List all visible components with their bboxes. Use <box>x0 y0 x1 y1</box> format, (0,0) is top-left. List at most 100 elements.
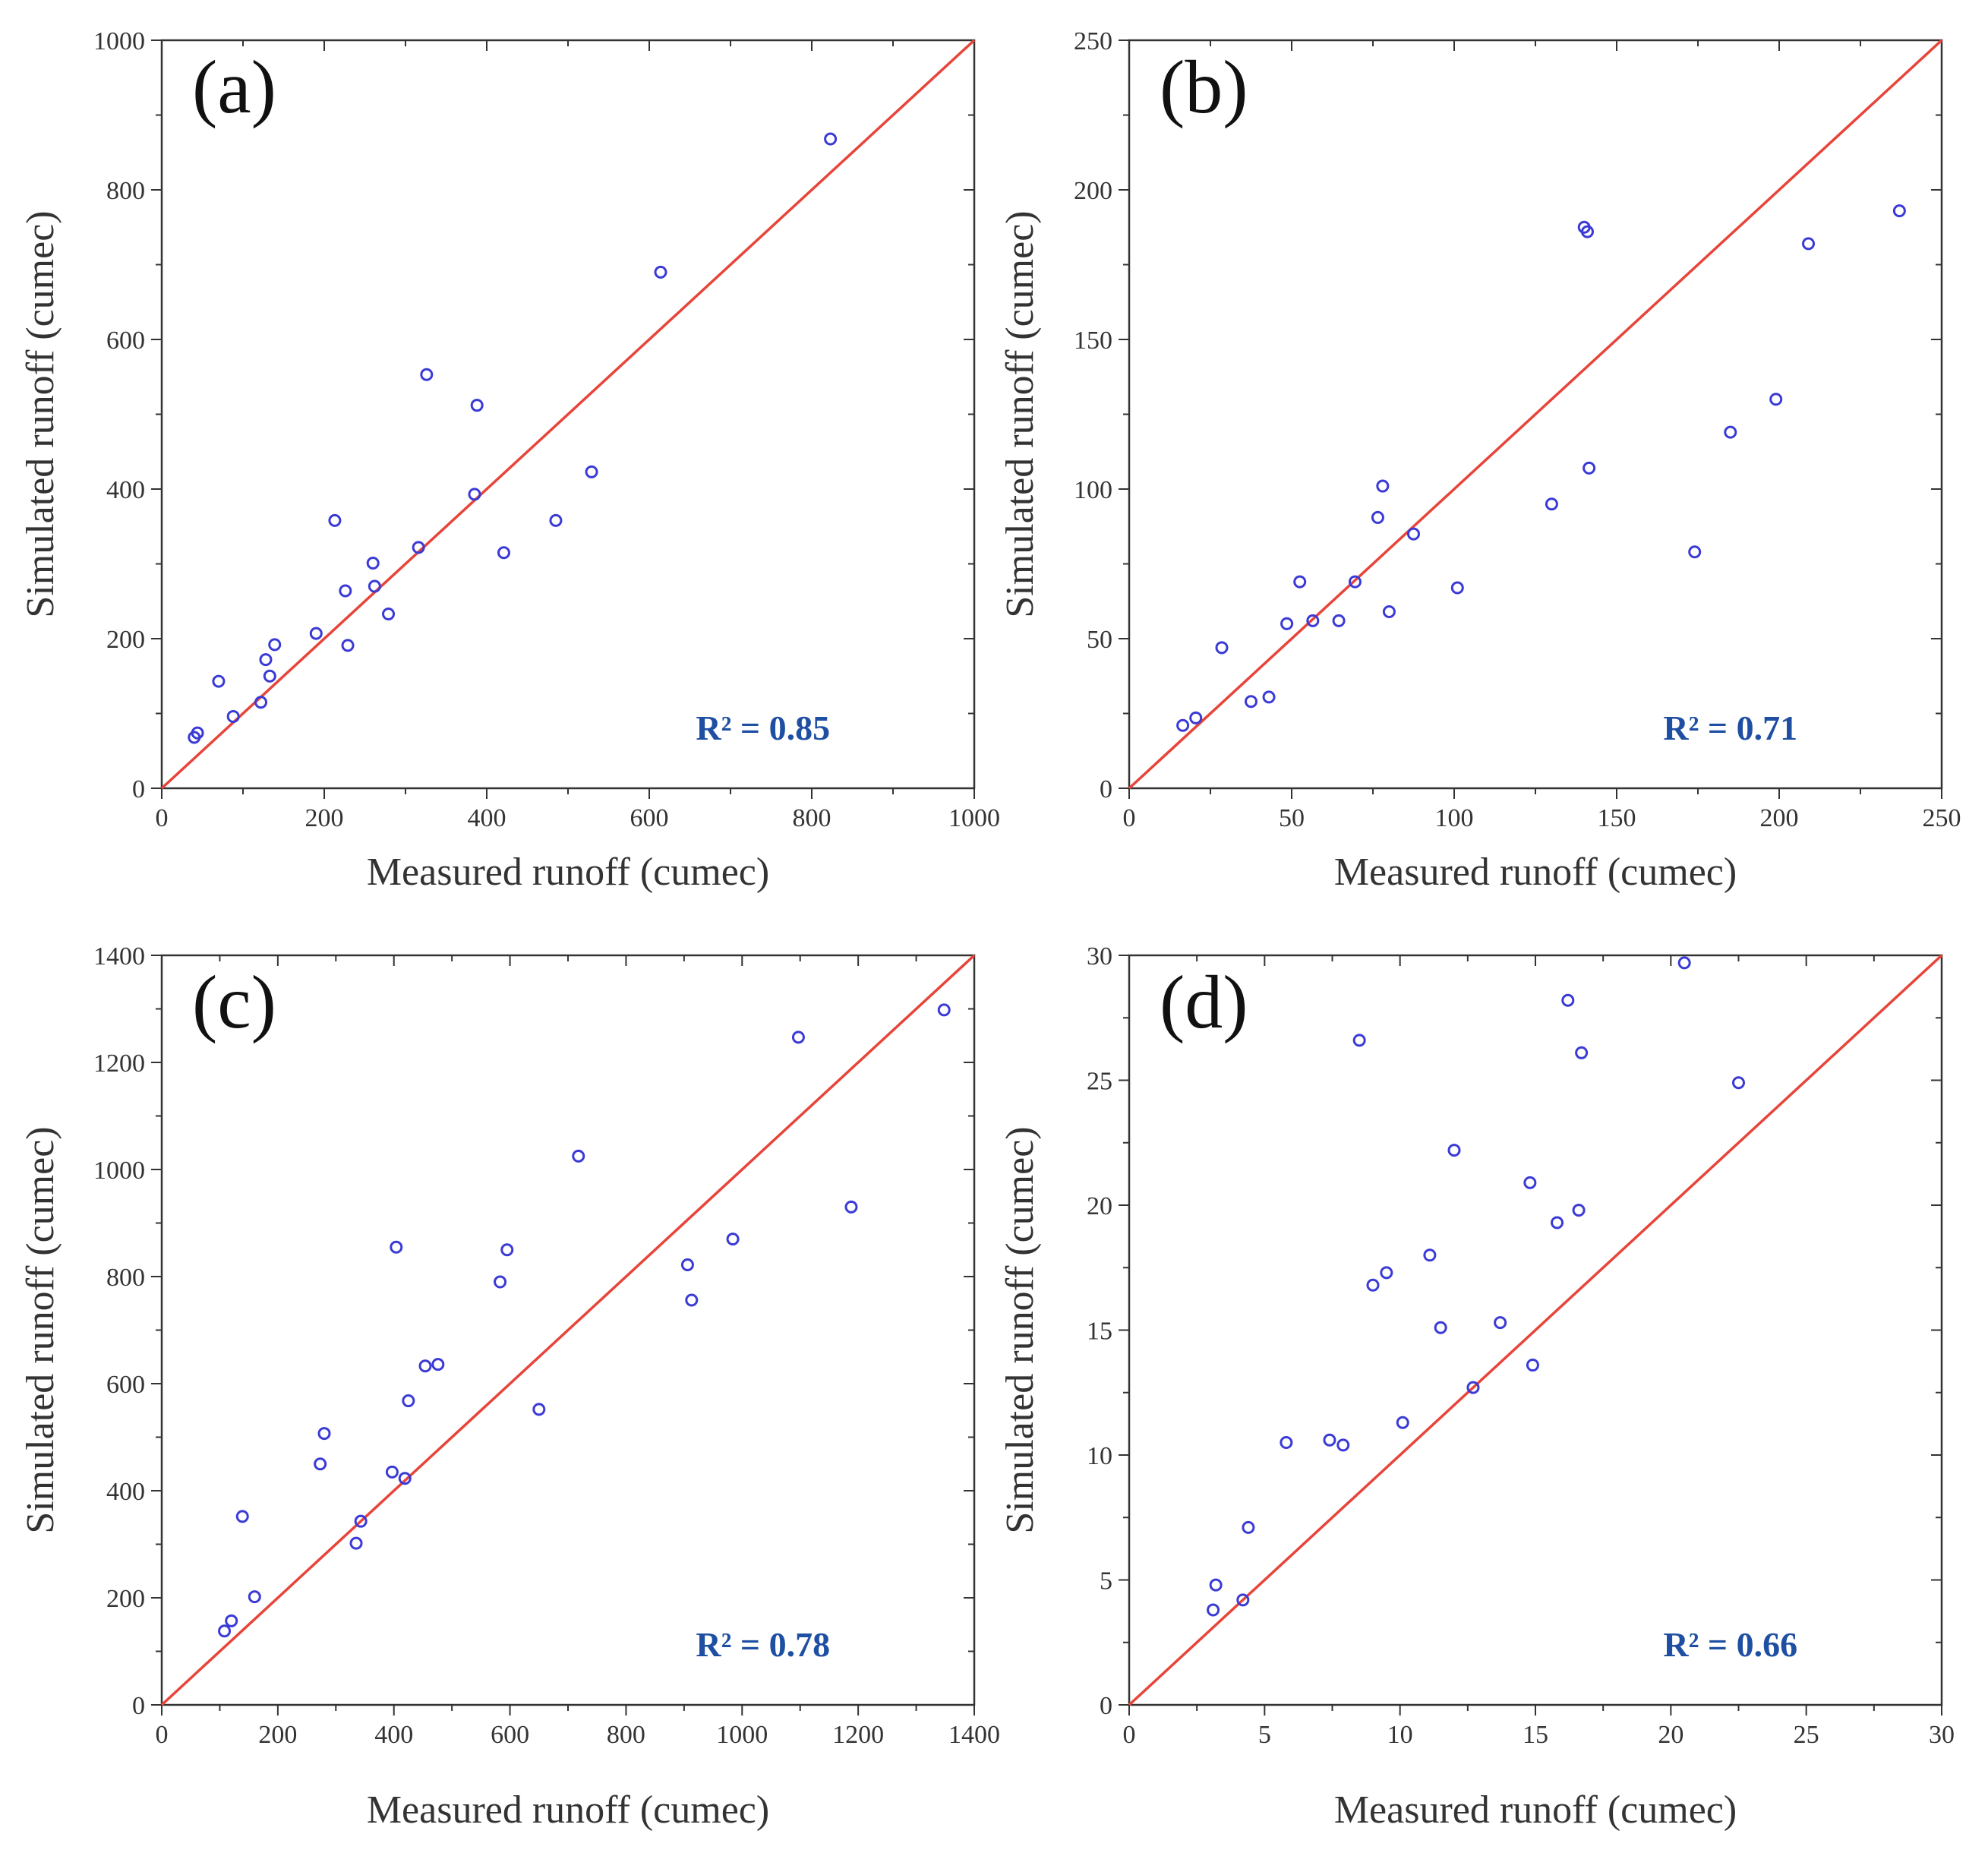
data-point <box>1802 237 1816 251</box>
data-point <box>366 557 380 570</box>
data-point <box>349 1536 363 1550</box>
data-point <box>1769 393 1783 406</box>
data-point <box>1447 1144 1461 1157</box>
data-point <box>390 1240 403 1254</box>
data-point <box>549 513 563 527</box>
data-point <box>1352 1034 1366 1047</box>
data-point <box>412 541 425 554</box>
data-point <box>1323 1433 1336 1447</box>
one-to-one-line <box>1128 954 1943 1706</box>
data-point <box>1376 479 1390 493</box>
data-point <box>339 584 352 598</box>
data-point <box>1523 1176 1537 1189</box>
x-axis-title: Measured runoff (cumec) <box>367 1788 769 1832</box>
data-point <box>937 1003 951 1017</box>
data-point <box>1280 1436 1293 1450</box>
data-point <box>1262 690 1276 704</box>
data-point <box>1688 545 1702 559</box>
panel-c: 0 200 400 600 800 1000 1200 1400 0 200 400 600 800 10… <box>19 942 1000 1832</box>
data-point <box>572 1149 585 1163</box>
y-axis-title: Simulated runoff (cumec) <box>999 1126 1042 1533</box>
panel-label: (b) <box>1160 45 1248 129</box>
y-tick-label: 200 <box>106 626 145 654</box>
y-tick-label: 25 <box>1087 1068 1112 1096</box>
data-point <box>268 638 282 652</box>
data-point <box>1176 718 1190 732</box>
y-tick-label: 10 <box>1087 1442 1112 1470</box>
data-point <box>235 1510 249 1523</box>
x-tick-label: 800 <box>607 1721 645 1749</box>
x-tick-label: 25 <box>1794 1721 1819 1749</box>
x-tick-label: 400 <box>468 804 506 832</box>
x-tick-label: 400 <box>374 1721 413 1749</box>
data-point <box>418 1359 432 1373</box>
y-tick-label: 150 <box>1074 327 1112 355</box>
data-point <box>680 1258 694 1271</box>
data-point <box>585 465 598 478</box>
data-point <box>1892 204 1906 218</box>
x-axis-title: Measured runoff (cumec) <box>1334 1788 1737 1832</box>
y-tick-label: 400 <box>106 1478 145 1506</box>
r2-annotation: R² = 0.66 <box>1663 1625 1797 1664</box>
panel-label: (d) <box>1160 960 1248 1044</box>
x-tick-label: 100 <box>1435 804 1474 832</box>
panel-b: 0 50 100 150 200 250 0 50 100 150 200 250 (b) R² = 0.… <box>999 27 1961 894</box>
y-tick-label: 0 <box>132 775 145 803</box>
data-point <box>420 368 434 381</box>
panel-d: 0 5 10 15 20 25 30 0 5 10 15 20 25 30 (d) R² = 0.66 Meas… <box>999 942 1955 1832</box>
data-point <box>317 1427 331 1441</box>
data-point <box>1382 605 1396 619</box>
x-tick-label: 1000 <box>948 804 1000 832</box>
data-point <box>1583 461 1596 475</box>
y-tick-label: 50 <box>1087 626 1112 654</box>
data-point <box>844 1200 858 1214</box>
data-point <box>824 132 838 146</box>
data-point <box>1215 641 1229 655</box>
data-point <box>1207 1603 1220 1617</box>
r2-annotation: R² = 0.71 <box>1663 709 1797 747</box>
y-tick-label: 0 <box>132 1692 145 1720</box>
data-point <box>1348 575 1362 589</box>
data-point <box>1545 497 1558 511</box>
y-tick-label: 1200 <box>93 1050 145 1078</box>
y-axis-title: Simulated runoff (cumec) <box>19 1126 62 1533</box>
y-tick-label: 800 <box>106 177 145 205</box>
data-point <box>685 1293 699 1307</box>
y-tick-label: 100 <box>1074 476 1112 504</box>
x-tick-label: 15 <box>1523 1721 1548 1749</box>
x-tick-label: 250 <box>1923 804 1961 832</box>
one-to-one-line <box>160 954 976 1706</box>
x-tick-label: 200 <box>258 1721 297 1749</box>
y-tick-label: 30 <box>1087 942 1112 971</box>
y-tick-label: 0 <box>1100 775 1112 803</box>
data-point <box>1526 1359 1539 1372</box>
data-point <box>1293 575 1307 589</box>
data-point <box>341 639 355 652</box>
data-point <box>1236 1593 1250 1607</box>
data-point <box>1572 1204 1586 1217</box>
data-point <box>1209 1578 1223 1592</box>
data-point <box>1551 1216 1564 1229</box>
data-point <box>1575 1046 1589 1059</box>
x-tick-label: 800 <box>793 804 831 832</box>
y-axis-title: Simulated runoff (cumec) <box>999 210 1042 617</box>
y-tick-label: 0 <box>1100 1692 1112 1720</box>
data-point <box>494 1275 507 1289</box>
y-tick-label: 600 <box>106 1371 145 1399</box>
data-point <box>212 674 226 688</box>
data-point <box>263 669 276 683</box>
y-axis-title: Simulated runoff (cumec) <box>19 210 62 617</box>
panel-label: (c) <box>192 960 276 1044</box>
panel-a: 0 200 400 600 800 1000 0 200 400 600 800 1000 (a) R² … <box>19 27 1000 894</box>
data-point <box>248 1590 261 1604</box>
data-point <box>1396 1416 1409 1429</box>
y-tick-label: 400 <box>106 476 145 504</box>
data-point <box>1580 225 1594 238</box>
x-tick-label: 0 <box>156 804 169 832</box>
x-axis-title: Measured runoff (cumec) <box>1334 851 1737 894</box>
x-tick-label: 0 <box>1123 1721 1136 1749</box>
one-to-one-line <box>160 39 976 790</box>
y-tick-label: 200 <box>1074 177 1112 205</box>
data-point <box>431 1358 445 1371</box>
data-point <box>314 1457 327 1471</box>
